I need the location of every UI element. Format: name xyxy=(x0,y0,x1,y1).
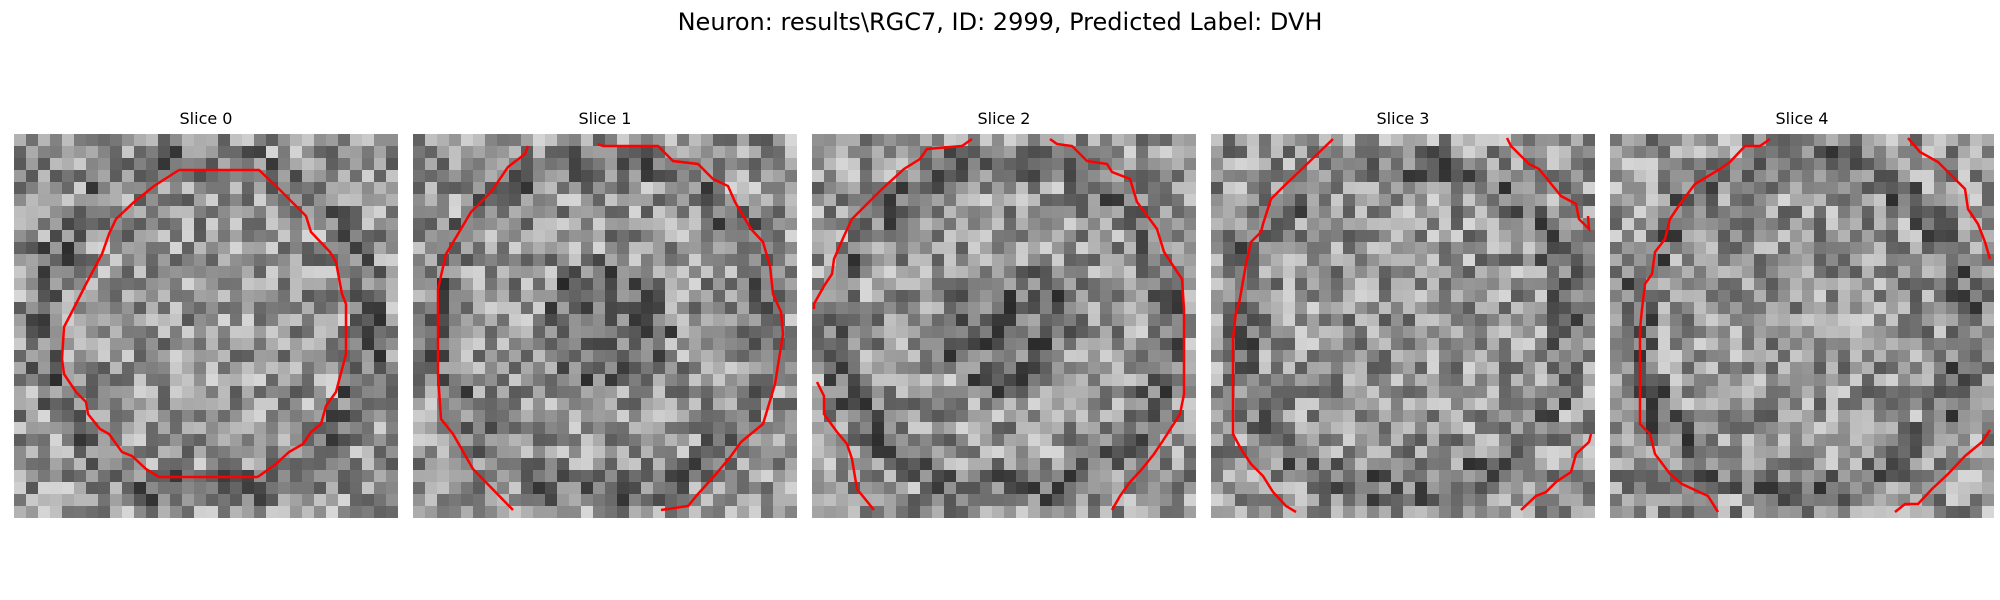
slice-title-4: Slice 4 xyxy=(1610,108,1994,130)
slice-image-3 xyxy=(1211,134,1595,518)
slice-title-2: Slice 2 xyxy=(812,108,1196,130)
slice-panel-0: Slice 0 xyxy=(14,108,398,130)
slice-title-1: Slice 1 xyxy=(413,108,797,130)
slice-panel-3: Slice 3 xyxy=(1211,108,1595,130)
slice-image-2 xyxy=(812,134,1196,518)
slice-title-3: Slice 3 xyxy=(1211,108,1595,130)
figure-title: Neuron: results\RGC7, ID: 2999, Predicte… xyxy=(0,6,2000,38)
slice-panel-1: Slice 1 xyxy=(413,108,797,130)
slice-image-4 xyxy=(1610,134,1994,518)
slice-panel-4: Slice 4 xyxy=(1610,108,1994,130)
slice-image-0 xyxy=(14,134,398,518)
slice-panel-2: Slice 2 xyxy=(812,108,1196,130)
slice-image-1 xyxy=(413,134,797,518)
slice-title-0: Slice 0 xyxy=(14,108,398,130)
